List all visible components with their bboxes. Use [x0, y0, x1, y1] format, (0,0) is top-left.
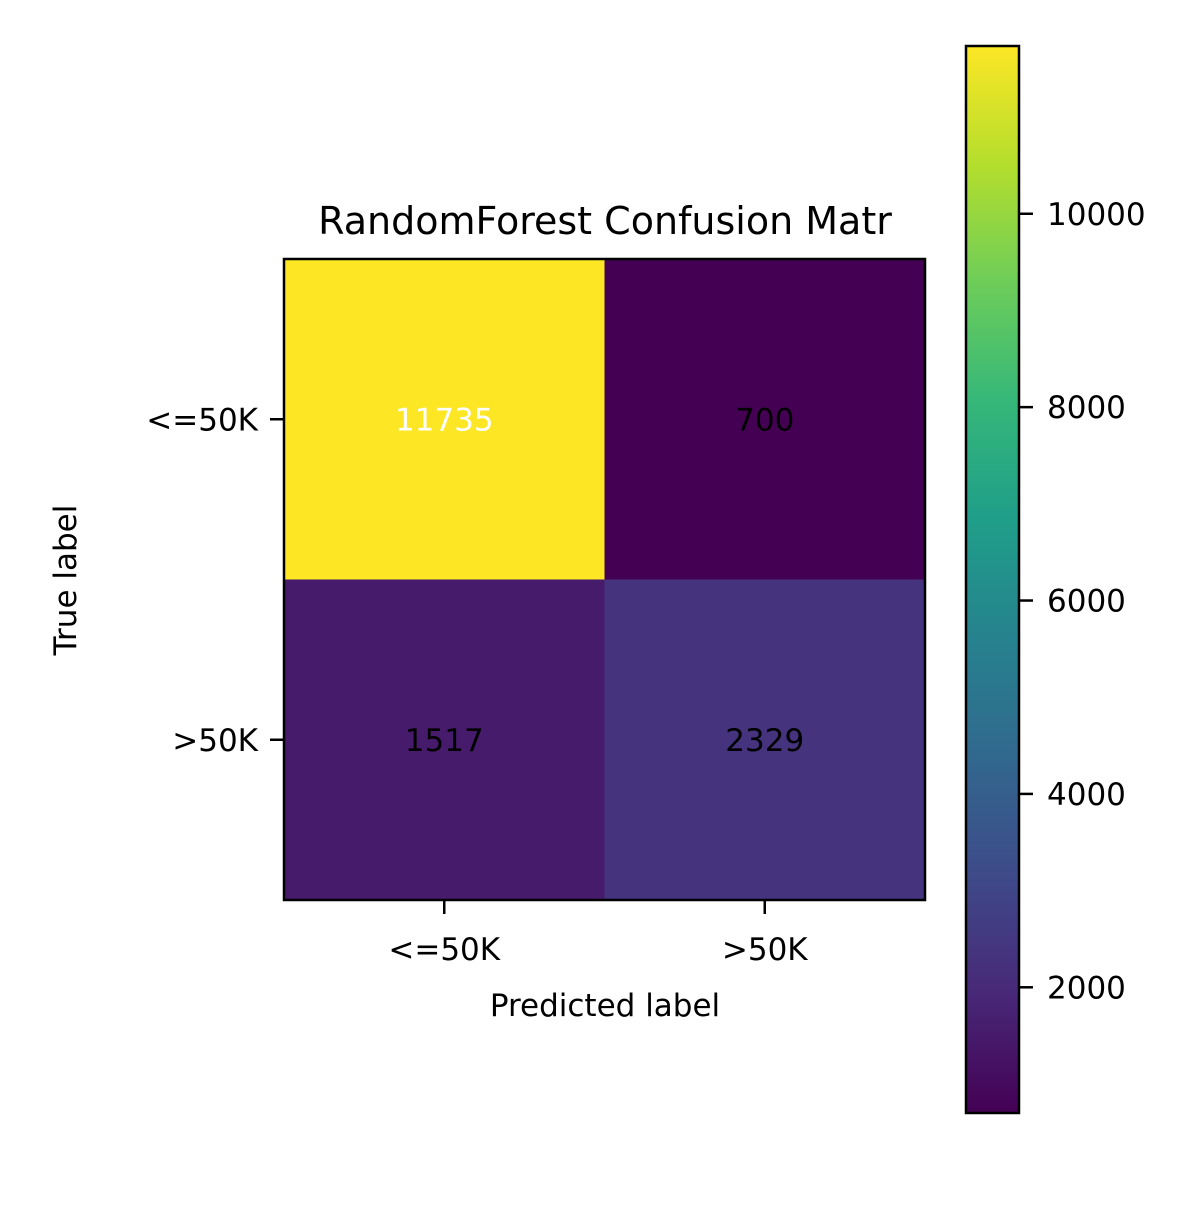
heatmap: 11735 700 1517 2329 <=50K >50K <=50K >50K: [146, 257, 927, 968]
plot-frame: [282, 257, 927, 902]
cell-value-label: 11735: [395, 402, 494, 438]
colorbar: 2000 4000 6000 8000 10000: [964, 44, 1146, 1115]
x-tick-label: <=50K: [388, 932, 500, 968]
matrix-cell: [284, 259, 605, 580]
y-axis-label: True label: [48, 505, 84, 657]
colorbar-tick-label: 6000: [1047, 584, 1126, 620]
cell-value-label: 700: [735, 402, 794, 438]
y-tick-label: <=50K: [146, 402, 258, 438]
x-axis-label: Predicted label: [490, 988, 720, 1024]
matrix-cell: [604, 259, 926, 580]
cell-value-label: 1517: [405, 723, 484, 759]
x-tick-label: >50K: [722, 932, 808, 968]
matrix-cell: [604, 579, 926, 901]
colorbar-tick-label: 10000: [1047, 197, 1146, 233]
colorbar-tick-label: 4000: [1047, 777, 1126, 813]
y-tick-label: >50K: [172, 723, 258, 759]
chart-title: RandomForest Confusion Matr: [318, 199, 892, 243]
colorbar-tick-label: 2000: [1047, 970, 1126, 1006]
colorbar-tick-label: 8000: [1047, 390, 1126, 426]
matrix-cell: [284, 579, 605, 901]
colorbar-gradient: [966, 46, 1019, 1113]
cell-value-label: 2329: [725, 723, 804, 759]
colorbar-frame: [964, 44, 1021, 1115]
